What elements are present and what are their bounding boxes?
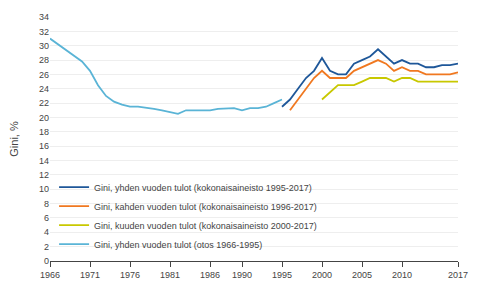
svg-text:Gini, yhden vuoden tulot (koko: Gini, yhden vuoden tulot (kokonaisaineis… (94, 183, 312, 193)
svg-text:2005: 2005 (352, 270, 372, 280)
svg-text:1966: 1966 (40, 270, 60, 280)
svg-text:0: 0 (44, 256, 49, 266)
svg-text:2010: 2010 (392, 270, 412, 280)
svg-text:2000: 2000 (312, 270, 332, 280)
svg-text:1971: 1971 (80, 270, 100, 280)
svg-text:2017: 2017 (448, 270, 468, 280)
svg-text:18: 18 (39, 127, 49, 137)
svg-text:34: 34 (39, 12, 49, 22)
svg-text:28: 28 (39, 55, 49, 65)
svg-text:32: 32 (39, 27, 49, 37)
svg-text:22: 22 (39, 98, 49, 108)
svg-text:8: 8 (44, 199, 49, 209)
svg-text:1990: 1990 (232, 270, 252, 280)
svg-text:24: 24 (39, 84, 49, 94)
svg-text:4: 4 (44, 227, 49, 237)
svg-text:16: 16 (39, 141, 49, 151)
svg-text:Gini, %: Gini, % (8, 121, 20, 157)
svg-text:12: 12 (39, 170, 49, 180)
svg-text:6: 6 (44, 213, 49, 223)
svg-text:1976: 1976 (120, 270, 140, 280)
svg-text:2: 2 (44, 242, 49, 252)
svg-text:10: 10 (39, 184, 49, 194)
svg-text:Gini, kahden vuoden tulot (kok: Gini, kahden vuoden tulot (kokonaisainei… (94, 202, 317, 212)
svg-text:14: 14 (39, 156, 49, 166)
svg-text:30: 30 (39, 41, 49, 51)
svg-text:20: 20 (39, 113, 49, 123)
svg-text:Gini, yhden vuoden tulot (otos: Gini, yhden vuoden tulot (otos 1966-1995… (94, 240, 262, 250)
svg-text:1986: 1986 (200, 270, 220, 280)
svg-text:Gini, kuuden vuoden tulot (kok: Gini, kuuden vuoden tulot (kokonaisainei… (94, 221, 317, 231)
svg-text:1981: 1981 (160, 270, 180, 280)
svg-text:26: 26 (39, 70, 49, 80)
svg-text:1995: 1995 (272, 270, 292, 280)
